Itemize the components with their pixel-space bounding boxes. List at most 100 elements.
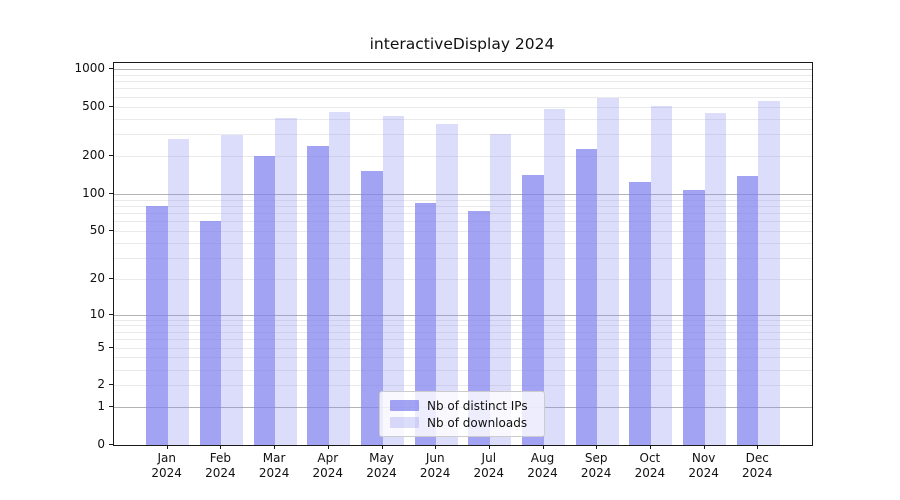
x-tick-label: Dec 2024: [742, 451, 773, 480]
bar-downloads: [167, 138, 190, 445]
minor-gridline: [114, 231, 812, 232]
minor-gridline: [114, 199, 812, 201]
y-tick-label: 0: [97, 437, 105, 451]
bar-distinct-ips: [361, 171, 383, 445]
bar-downloads: [489, 133, 512, 445]
x-tick-mark: [381, 445, 383, 449]
x-tick-label: Nov 2024: [688, 451, 719, 480]
bar-downloads: [758, 101, 780, 445]
bar-distinct-ips: [683, 190, 705, 445]
x-tick-label: Feb 2024: [205, 451, 236, 480]
x-tick-mark: [435, 445, 437, 449]
x-tick-mark: [166, 445, 168, 449]
minor-gridline: [114, 325, 812, 327]
bar-downloads: [382, 116, 404, 445]
y-tick-label: 50: [89, 223, 105, 237]
bar-distinct-ips: [468, 210, 490, 445]
minor-gridline: [114, 205, 812, 207]
minor-gridline: [114, 319, 812, 321]
major-gridline: [114, 193, 812, 195]
bar-distinct-ips: [575, 148, 598, 445]
bar-downloads: [275, 118, 297, 445]
minor-gridline: [114, 357, 812, 359]
legend-label-distinct-ips: Nb of distinct IPs: [427, 398, 528, 413]
minor-gridline: [114, 134, 812, 136]
x-tick-mark: [649, 445, 651, 449]
bar-distinct-ips: [522, 174, 544, 445]
minor-gridline: [114, 118, 812, 120]
minor-gridline: [114, 74, 812, 76]
y-tick-mark: [109, 278, 113, 280]
x-tick-label: May 2024: [366, 451, 397, 480]
major-gridline: [114, 314, 812, 316]
bar-downloads: [650, 106, 673, 445]
minor-gridline: [114, 242, 812, 244]
y-tick-mark: [109, 192, 113, 194]
minor-gridline: [114, 88, 812, 90]
minor-gridline: [114, 81, 812, 83]
minor-gridline: [114, 385, 812, 387]
minor-gridline: [114, 347, 812, 349]
y-tick-mark: [109, 384, 113, 386]
y-tick-mark: [109, 313, 113, 315]
minor-gridline: [114, 331, 812, 333]
x-tick-label: Jun 2024: [419, 451, 451, 480]
y-tick-label: 1: [97, 399, 105, 414]
x-tick-mark: [757, 445, 759, 449]
x-tick-label: Jan 2024: [151, 451, 182, 480]
x-tick-mark: [274, 445, 276, 449]
y-tick-mark: [109, 67, 113, 69]
chart-title: interactiveDisplay 2024: [369, 35, 555, 53]
y-tick-label: 2: [97, 377, 105, 392]
x-tick-label: Sep 2024: [580, 451, 612, 480]
y-tick-label: 5: [97, 339, 105, 354]
x-tick-label: Aug 2024: [527, 451, 558, 480]
minor-gridline: [114, 213, 812, 214]
y-tick-mark: [109, 105, 113, 107]
y-tick-label: 1000: [74, 60, 105, 75]
bar-downloads: [436, 124, 458, 445]
legend: Nb of distinct IPs Nb of downloads: [379, 391, 545, 437]
y-tick-label: 100: [82, 185, 105, 200]
x-tick-mark: [220, 445, 222, 449]
minor-gridline: [114, 96, 812, 98]
minor-gridline: [114, 106, 812, 108]
x-tick-mark: [327, 445, 329, 449]
x-tick-mark: [542, 445, 544, 449]
bar-downloads: [221, 135, 243, 445]
minor-gridline: [114, 156, 812, 158]
y-tick-label: 200: [82, 148, 105, 163]
minor-gridline: [114, 339, 812, 341]
y-tick-mark: [109, 346, 113, 348]
legend-item-downloads: Nb of downloads: [380, 416, 544, 430]
bar-distinct-ips: [146, 205, 168, 445]
downloads-swatch-icon: [390, 417, 419, 428]
x-tick-label: Oct 2024: [634, 451, 666, 480]
legend-label-downloads: Nb of downloads: [427, 415, 528, 430]
x-tick-label: Mar 2024: [258, 451, 290, 480]
x-tick-label: Jul 2024: [473, 451, 505, 480]
y-tick-label: 10: [89, 306, 105, 321]
bar-distinct-ips: [736, 176, 759, 445]
y-tick-mark: [109, 230, 113, 231]
y-tick-label: 500: [82, 98, 105, 113]
major-gridline: [114, 68, 812, 70]
bar-distinct-ips: [253, 156, 276, 445]
bar-downloads: [328, 112, 351, 445]
bar-distinct-ips: [629, 182, 651, 445]
plot-area: [113, 62, 813, 446]
x-tick-mark: [703, 445, 705, 449]
x-tick-label: Apr 2024: [312, 451, 344, 480]
y-tick-mark: [109, 444, 113, 445]
bar-downloads: [597, 98, 619, 445]
x-tick-mark: [488, 445, 490, 449]
bar-downloads: [704, 112, 727, 445]
y-tick-mark: [109, 406, 113, 408]
minor-gridline: [114, 369, 812, 371]
bar-distinct-ips: [414, 202, 437, 445]
bar-distinct-ips: [199, 221, 222, 445]
legend-item-distinct-ips: Nb of distinct IPs: [380, 399, 544, 413]
x-tick-mark: [596, 445, 598, 449]
y-tick-mark: [109, 155, 113, 157]
